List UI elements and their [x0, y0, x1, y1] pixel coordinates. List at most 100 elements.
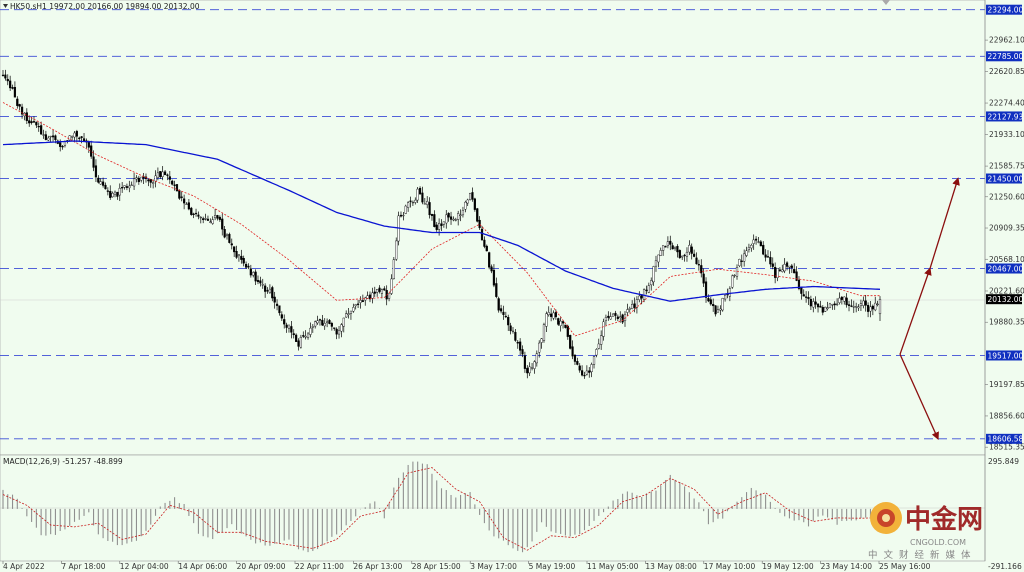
level-price-label: 18606.58	[988, 435, 1024, 444]
candle	[457, 210, 460, 226]
candle	[490, 264, 493, 274]
price-tick-label: 18515.35	[989, 443, 1024, 452]
candle	[866, 302, 870, 318]
candle	[380, 288, 384, 299]
candle	[793, 263, 796, 274]
candle	[297, 338, 300, 351]
candle	[333, 327, 336, 331]
scenario-arrow-up[interactable]	[929, 177, 960, 269]
level-price-label: 23294.00	[988, 6, 1024, 15]
candle	[828, 302, 832, 309]
candle	[435, 221, 438, 232]
candle	[266, 287, 269, 294]
candle	[40, 121, 43, 135]
candle	[704, 277, 708, 303]
candle	[283, 314, 286, 329]
candle	[783, 258, 786, 274]
candle	[149, 179, 152, 188]
scroll-marker-icon[interactable]	[882, 0, 890, 5]
candle	[659, 247, 662, 257]
candle	[80, 135, 83, 144]
level-price-tag	[986, 173, 1022, 184]
candle	[163, 170, 167, 176]
candle	[738, 258, 741, 268]
candle	[156, 167, 160, 181]
candle	[499, 304, 503, 314]
candle	[49, 135, 52, 142]
candle	[626, 303, 629, 316]
candle	[68, 135, 71, 141]
candle	[631, 300, 634, 310]
scenario-arrow-down[interactable]	[899, 354, 939, 441]
candle	[183, 194, 186, 210]
candle	[233, 246, 236, 257]
candle	[61, 145, 64, 150]
time-tick-label: 7 Apr 18:00	[61, 562, 105, 571]
candle	[290, 321, 293, 339]
candle	[840, 296, 843, 305]
candle	[9, 75, 12, 92]
candle	[619, 311, 622, 323]
price-tick-label: 22274.40	[989, 99, 1024, 108]
candle	[132, 172, 136, 190]
candle	[111, 191, 114, 198]
candle	[688, 240, 691, 256]
time-tick-label: 19 May 12:00	[762, 562, 814, 571]
candle	[657, 254, 660, 268]
candle	[781, 264, 784, 273]
chart-header: HK50.sH1 19972.00 20166.00 19894.00 2013…	[10, 2, 200, 11]
candle	[6, 74, 9, 86]
candle	[464, 200, 467, 213]
candle	[314, 320, 317, 329]
level-price-label: 22785.00	[988, 52, 1024, 61]
current-price-label: 20132.00	[988, 295, 1024, 304]
dropdown-triangle-icon[interactable]	[3, 4, 8, 8]
scenario-arrow-up[interactable]	[899, 267, 932, 355]
candle	[654, 255, 658, 272]
price-tick-label: 22620.85	[989, 67, 1024, 76]
candle	[788, 265, 791, 274]
candle	[97, 175, 100, 184]
candle	[180, 191, 183, 202]
candle	[507, 314, 510, 331]
candle	[516, 340, 519, 349]
candle	[700, 259, 703, 278]
candle	[454, 217, 457, 222]
candle	[247, 263, 250, 270]
candle	[485, 244, 488, 252]
candle	[847, 300, 851, 312]
candle	[650, 277, 653, 291]
candle	[731, 274, 734, 289]
candle	[645, 285, 648, 295]
candle	[25, 108, 28, 125]
price-pane[interactable]: HK50.sH1 19972.00 20166.00 19894.00 2013…	[0, 0, 986, 456]
candle	[719, 305, 722, 316]
candle	[340, 323, 343, 338]
candle	[109, 185, 112, 200]
candle	[476, 207, 479, 223]
candle	[306, 331, 310, 340]
time-tick-label: 14 Apr 06:00	[178, 562, 227, 571]
candle	[809, 295, 812, 310]
time-tick-label: 12 Apr 04:00	[120, 562, 169, 571]
price-axis: 22962.10 22620.85 22274.40 21933.10 21585.75…	[984, 0, 1024, 561]
candle	[168, 170, 171, 184]
candle	[128, 180, 131, 193]
macd-pane[interactable]: MACD(12,26,9) -51.257 -48.899	[0, 454, 986, 562]
candle	[554, 309, 557, 320]
time-tick-label: 26 Apr 13:00	[353, 562, 402, 571]
candle	[204, 213, 207, 221]
time-tick-label: 28 Apr 15:00	[412, 562, 461, 571]
candle	[190, 206, 193, 216]
candle	[838, 292, 841, 305]
candle	[223, 226, 226, 239]
candle	[326, 318, 329, 328]
candle	[47, 135, 50, 142]
candle	[769, 251, 772, 268]
candle	[871, 304, 874, 316]
candle	[254, 269, 257, 285]
candle	[147, 178, 150, 187]
candle	[845, 293, 848, 308]
candle	[75, 129, 78, 143]
